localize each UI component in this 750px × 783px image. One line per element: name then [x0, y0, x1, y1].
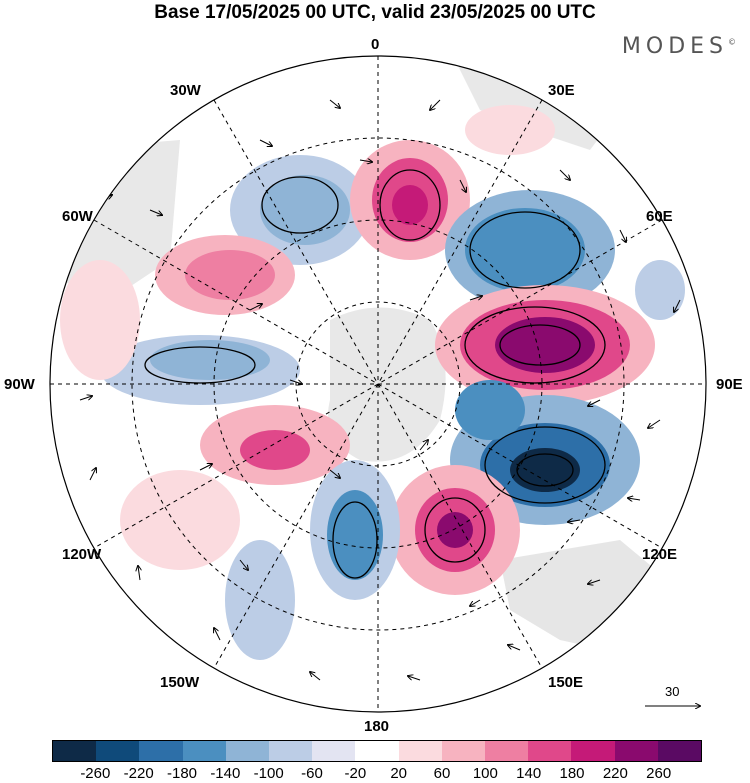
colorbar-swatch — [96, 741, 140, 761]
colorbar-tick-label: 20 — [390, 765, 407, 782]
modes-logo: MODES© — [622, 34, 736, 59]
colorbar-tick-label: -180 — [166, 765, 198, 782]
lon-label-150e: 150E — [548, 674, 584, 691]
colorbar-swatch — [398, 741, 442, 761]
lon-label-60w: 60W — [62, 208, 93, 225]
colorbar-tick-label: -140 — [210, 765, 241, 782]
colorbar-swatch — [53, 741, 97, 761]
colorbar-tick-label: -260 — [80, 765, 111, 782]
colorbar-swatch — [269, 741, 313, 761]
colorbar-tick-label: 180 — [559, 765, 585, 782]
colorbar-swatch — [355, 741, 399, 761]
colorbar-swatch — [657, 741, 702, 761]
lon-label-90e: 90E — [716, 376, 743, 393]
lon-label-120w: 120W — [62, 546, 102, 563]
lon-label-180: 180 — [364, 718, 390, 735]
colorbar-swatch — [528, 741, 572, 761]
colorbar-tick-label: 100 — [472, 765, 498, 782]
lon-label-120e: 120E — [642, 546, 678, 563]
colorbar-ticks: -260 -220 -180 -140 -100 -60 -20 20 60 100 140 180 2… — [0, 765, 750, 783]
brand-name: MODES — [621, 34, 728, 59]
colorbar-swatch — [139, 741, 183, 761]
lon-label-90w: 90W — [4, 376, 35, 393]
colorbar-swatch — [571, 741, 615, 761]
colorbar-tick-label: -60 — [301, 765, 323, 782]
lon-label-60e: 60E — [646, 208, 673, 225]
colorbar-swatch — [441, 741, 486, 761]
brand-mark: © — [728, 37, 736, 47]
colorbar-tick-label: 260 — [646, 765, 672, 782]
colorbar — [52, 740, 702, 762]
lon-label-150w: 150W — [160, 674, 200, 691]
polar-anomaly-map — [49, 55, 707, 713]
colorbar-tick-label: -20 — [344, 765, 367, 782]
map-title: Base 17/05/2025 00 UTC, valid 23/05/2025… — [154, 2, 596, 23]
colorbar-tick-label: 220 — [602, 765, 628, 782]
colorbar-tick-label: -100 — [253, 765, 284, 782]
colorbar-swatch — [225, 741, 270, 761]
colorbar-tick-label: 60 — [433, 765, 451, 782]
colorbar-swatch — [614, 741, 658, 761]
colorbar-tick-label: -220 — [123, 765, 154, 782]
colorbar-tick-label: 140 — [516, 765, 542, 782]
colorbar-swatch — [485, 741, 529, 761]
lon-label-30w: 30W — [170, 82, 201, 99]
colorbar-swatch — [182, 741, 226, 761]
reference-vector-label: 30 — [665, 684, 680, 699]
colorbar-swatch — [312, 741, 356, 761]
lon-label-30e: 30E — [548, 82, 575, 99]
lon-label-0: 0 — [371, 36, 380, 53]
